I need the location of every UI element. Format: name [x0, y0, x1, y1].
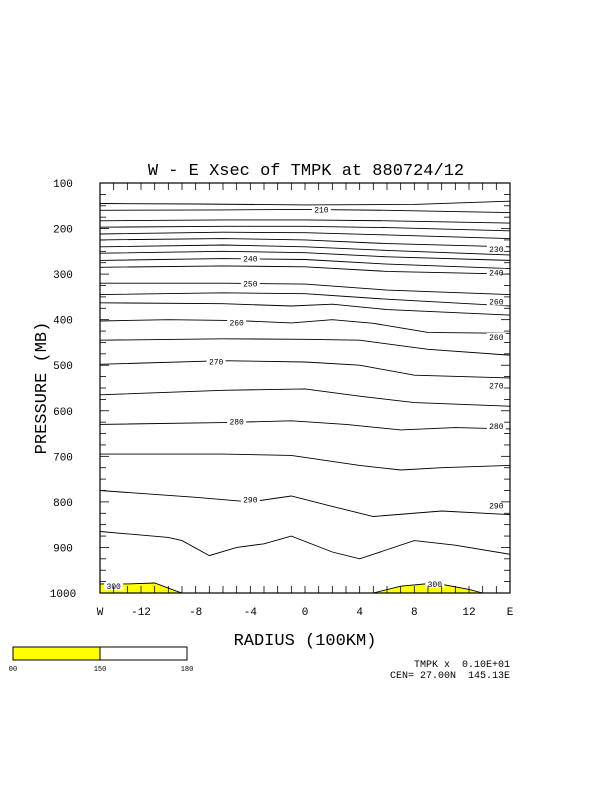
contour-label: 300: [428, 581, 443, 590]
y-tick-label: 600: [53, 407, 73, 419]
colorbar: 00 150 180: [9, 646, 194, 674]
contour-label: 290: [243, 497, 258, 506]
x-tick-label: 0: [302, 607, 309, 619]
y-axis-label: PRESSURE (MB): [33, 322, 52, 455]
x-tick-label: 4: [356, 607, 363, 619]
contour-label: 230: [489, 246, 504, 255]
contour-line: [99, 302, 511, 316]
scale-annotation: TMPK x 0.10E+01: [414, 660, 510, 671]
y-tick-label: 500: [53, 361, 73, 373]
contour-line: [99, 225, 511, 232]
y-tick-label: 700: [53, 452, 73, 464]
contour-labels: 210 230 240 240 250 260 260 260 270 270 280 280 290 2…: [104, 205, 506, 592]
x-tick-label: -4: [244, 607, 258, 619]
center-annotation: CEN= 27.00N 145.13E: [390, 671, 510, 682]
y-tick-label: 100: [53, 179, 73, 191]
contour-line: [99, 338, 511, 356]
axis-ticks: [99, 182, 511, 594]
contour-label: 210: [314, 206, 329, 215]
contour-label-background: [486, 421, 506, 430]
contour-line: [99, 231, 511, 240]
y-axis-tick-labels: 100 200 300 400 500 600 700 800 900 1000: [50, 179, 76, 601]
contour-label-background: [311, 205, 331, 214]
y-tick-label: 400: [53, 316, 73, 328]
contour-label-background: [206, 357, 226, 366]
x-tick-label: E: [507, 607, 514, 619]
contour-line: [99, 244, 511, 256]
contour-label-background: [227, 417, 247, 426]
contour-label-background: [486, 332, 506, 341]
contour-label: 260: [489, 334, 504, 343]
x-tick-label: 8: [411, 607, 418, 619]
contour-label-background: [486, 381, 506, 390]
x-tick-label: W: [97, 607, 104, 619]
contour-lines: [99, 200, 511, 594]
y-tick-label: 300: [53, 270, 73, 282]
contour-label: 240: [489, 270, 504, 279]
chart-title: W - E Xsec of TMPK at 880724/12: [148, 162, 464, 181]
y-tick-label: 200: [53, 225, 73, 237]
x-axis-tick-labels: W -12 -8 -4 0 4 8 12 E: [97, 607, 514, 619]
contour-label: 260: [229, 319, 244, 328]
contour-line: [99, 219, 511, 224]
y-tick-label: 800: [53, 498, 73, 510]
contour-line: [99, 360, 511, 379]
contour-label-background: [486, 245, 506, 254]
contour-label-background: [240, 254, 260, 263]
contour-label-background: [227, 318, 247, 327]
contour-label: 250: [243, 281, 258, 290]
y-tick-label: 900: [53, 543, 73, 555]
contour-label: 290: [489, 503, 504, 512]
contour-label-background: [425, 579, 445, 588]
contour-line: [99, 265, 511, 275]
contour-line: [99, 388, 511, 407]
contour-line: [99, 200, 511, 206]
colorbar-tick-label: 180: [181, 666, 194, 674]
contour-label: 280: [229, 419, 244, 428]
contour-line: [100, 453, 511, 471]
contour-label: 270: [209, 359, 224, 368]
plot-frame: [99, 182, 511, 594]
contour-label: 240: [243, 256, 258, 265]
x-axis-label: RADIUS (100KM): [234, 632, 377, 651]
colorbar-segment: [12, 646, 101, 661]
contour-line: [100, 282, 511, 296]
contour-label-background: [486, 297, 506, 306]
contour-label-background: [240, 495, 260, 504]
contour-line: [99, 420, 511, 431]
contour-line: [99, 250, 511, 261]
contour-line: [99, 292, 511, 307]
contour-line: [99, 531, 511, 560]
contour-label: 260: [489, 298, 504, 307]
contour-line: [99, 208, 511, 214]
colorbar-segment: [99, 646, 188, 661]
contour-line: [99, 238, 511, 248]
x-tick-label: -8: [189, 607, 202, 619]
colorbar-tick-label: 00: [9, 666, 17, 674]
contour-label: 270: [489, 382, 504, 391]
contour-line: [99, 490, 511, 517]
contour-label-background: [486, 268, 506, 277]
contour-label-background: [240, 279, 260, 288]
contour-label: 280: [489, 423, 504, 432]
colorbar-tick-label: 150: [94, 666, 107, 674]
x-tick-label: -12: [131, 607, 151, 619]
y-tick-label: 1000: [50, 589, 76, 601]
contour-label-background: [486, 501, 506, 510]
contour-line: [99, 258, 511, 270]
x-tick-label: 12: [462, 607, 475, 619]
contour-line: [99, 319, 511, 334]
